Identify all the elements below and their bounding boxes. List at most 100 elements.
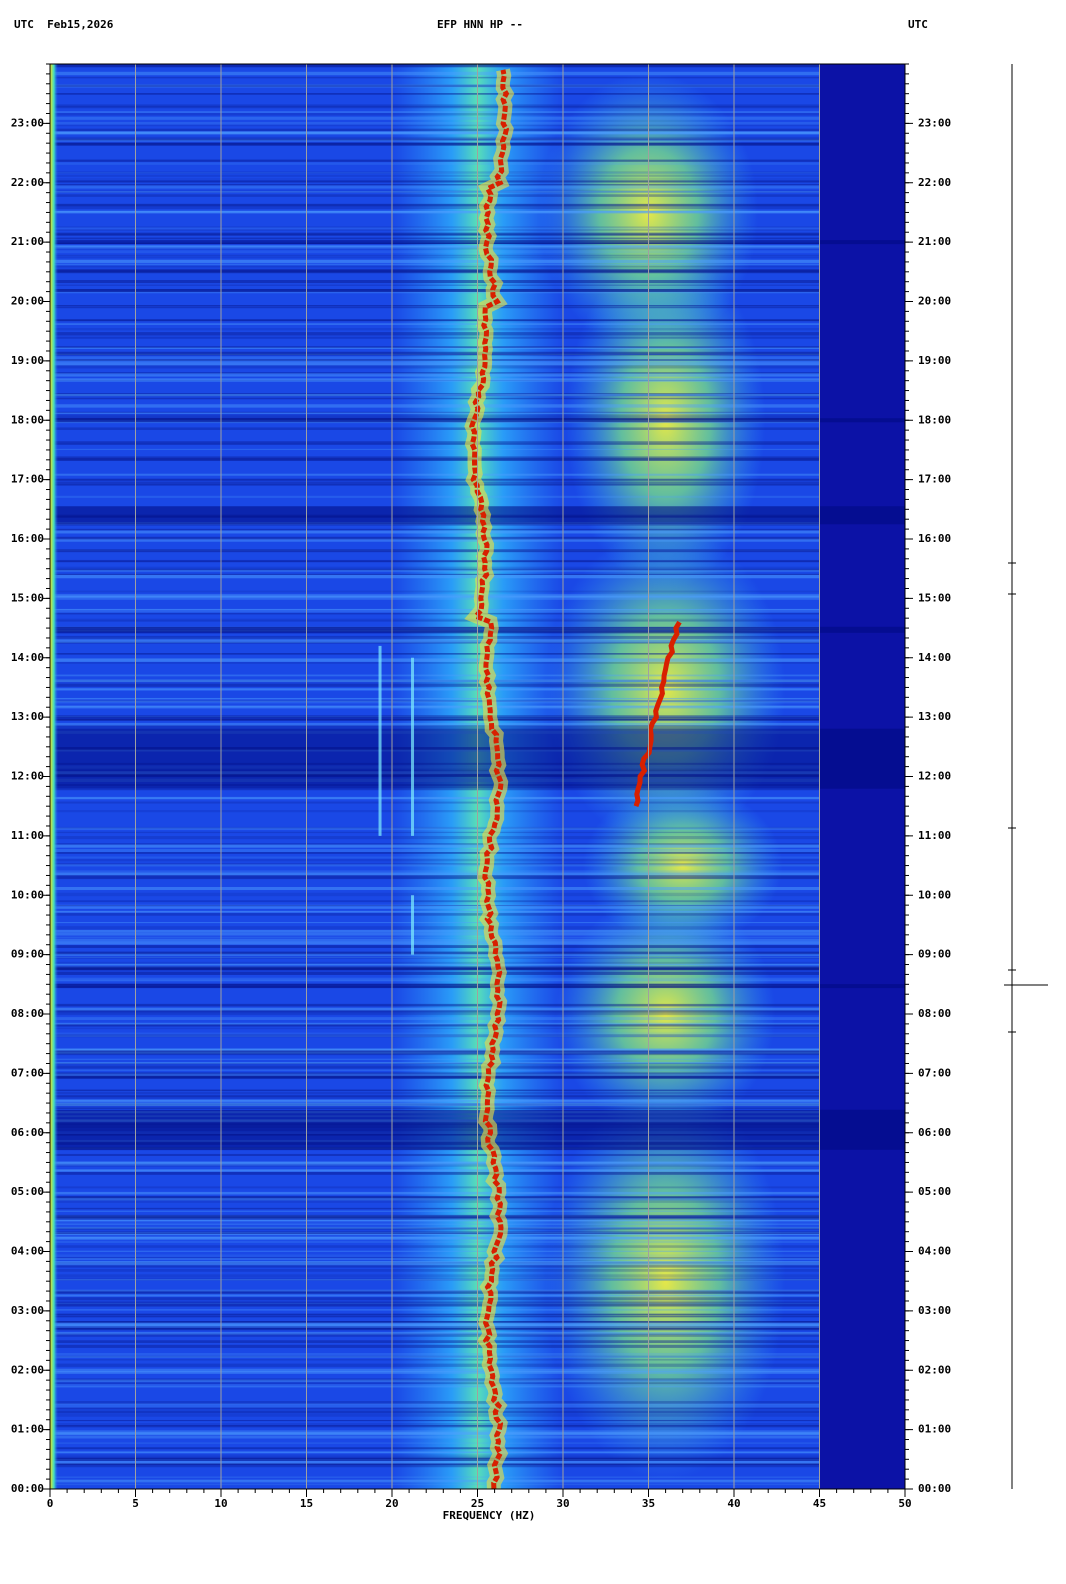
noise-stripe bbox=[50, 618, 820, 621]
noise-stripe bbox=[50, 1196, 820, 1198]
noise-stripe bbox=[50, 1404, 820, 1408]
y-tick-label: 08:00 bbox=[11, 1007, 44, 1020]
noise-stripe bbox=[50, 597, 820, 600]
noise-stripe bbox=[50, 843, 820, 846]
noise-stripe bbox=[50, 1424, 820, 1428]
noise-stripe bbox=[50, 187, 820, 189]
noise-stripe bbox=[50, 1378, 820, 1382]
noise-stripe bbox=[50, 1402, 820, 1405]
noise-stripe bbox=[50, 539, 820, 542]
noise-stripe bbox=[50, 1073, 820, 1077]
noise-stripe bbox=[50, 700, 820, 702]
y-tick-label: 22:00 bbox=[11, 176, 44, 189]
noise-stripe bbox=[50, 568, 820, 571]
x-tick-label: 40 bbox=[727, 1497, 740, 1510]
noise-stripe bbox=[50, 875, 820, 879]
noise-stripe bbox=[50, 1483, 820, 1486]
noise-stripe bbox=[50, 174, 820, 177]
noise-stripe bbox=[50, 956, 820, 959]
noise-stripe bbox=[50, 574, 820, 579]
y-tick-label: 05:00 bbox=[11, 1185, 44, 1198]
noise-stripe bbox=[50, 421, 820, 424]
noise-stripe bbox=[50, 1463, 820, 1465]
noise-stripe bbox=[50, 1003, 820, 1006]
noise-stripe bbox=[50, 1169, 820, 1171]
noise-stripe bbox=[50, 456, 820, 460]
noise-stripe bbox=[50, 142, 820, 144]
noise-stripe bbox=[50, 1032, 820, 1036]
y-tick-label: 14:00 bbox=[918, 651, 951, 664]
noise-stripe bbox=[50, 1290, 820, 1294]
noise-stripe bbox=[50, 1191, 820, 1195]
noise-stripe bbox=[50, 291, 820, 294]
noise-stripe bbox=[50, 1384, 820, 1386]
noise-stripe bbox=[50, 71, 820, 76]
noise-stripe bbox=[50, 1219, 820, 1221]
noise-stripe bbox=[50, 1352, 820, 1356]
noise-stripe bbox=[50, 1035, 820, 1037]
noise-stripe bbox=[50, 718, 820, 721]
noise-stripe bbox=[50, 1010, 820, 1015]
energy-cloud bbox=[545, 1081, 786, 1482]
y-tick-label: 23:00 bbox=[918, 116, 951, 129]
noise-stripe bbox=[50, 1076, 820, 1078]
noise-stripe bbox=[50, 796, 820, 800]
noise-stripe bbox=[50, 1385, 820, 1387]
noise-stripe bbox=[50, 184, 820, 186]
noise-stripe bbox=[50, 836, 820, 840]
noise-stripe bbox=[50, 963, 820, 966]
noise-stripe bbox=[50, 1199, 820, 1203]
noise-stripe bbox=[50, 523, 820, 526]
noise-stripe bbox=[50, 1332, 820, 1335]
noise-stripe bbox=[50, 705, 820, 708]
noise-stripe bbox=[50, 1257, 820, 1260]
noise-stripe bbox=[50, 1069, 820, 1071]
noise-stripe bbox=[50, 852, 820, 854]
noise-stripe bbox=[50, 1370, 820, 1374]
noise-stripe bbox=[50, 1260, 820, 1264]
noise-stripe bbox=[50, 1075, 820, 1079]
noise-stripe bbox=[50, 1062, 820, 1065]
noise-stripe bbox=[50, 1279, 820, 1281]
y-tick-label: 19:00 bbox=[11, 354, 44, 367]
noise-stripe bbox=[50, 1197, 820, 1201]
noise-stripe bbox=[50, 945, 820, 948]
noise-stripe bbox=[50, 1163, 820, 1167]
noise-stripe bbox=[50, 1431, 820, 1435]
noise-stripe bbox=[50, 159, 820, 162]
y-tick-label: 02:00 bbox=[11, 1363, 44, 1376]
noise-stripe bbox=[50, 1382, 820, 1385]
noise-stripe bbox=[50, 797, 820, 799]
noise-stripe bbox=[50, 397, 820, 400]
noise-stripe bbox=[50, 610, 820, 613]
noise-stripe bbox=[50, 346, 820, 348]
noise-stripe bbox=[50, 1261, 820, 1265]
noise-stripe bbox=[50, 1379, 820, 1383]
noise-stripe bbox=[50, 136, 820, 140]
noise-stripe bbox=[50, 1363, 820, 1367]
noise-stripe bbox=[50, 1442, 820, 1445]
noise-stripe bbox=[50, 1359, 820, 1361]
plot-frame bbox=[49, 63, 906, 1490]
noise-stripe bbox=[50, 1051, 820, 1056]
y-tick-label: 20:00 bbox=[11, 295, 44, 308]
noise-stripe bbox=[50, 827, 820, 830]
noise-stripe bbox=[50, 210, 820, 213]
noise-stripe bbox=[50, 1049, 820, 1053]
noise-stripe bbox=[50, 1216, 820, 1220]
noise-stripe bbox=[50, 111, 820, 113]
noise-stripe bbox=[50, 172, 820, 174]
x-tick-label: 50 bbox=[898, 1497, 911, 1510]
noise-stripe bbox=[50, 159, 820, 162]
noise-stripe bbox=[50, 719, 820, 722]
y-tick-label: 19:00 bbox=[918, 354, 951, 367]
noise-stripe bbox=[50, 1476, 820, 1479]
noise-stripe bbox=[50, 560, 820, 563]
noise-stripe bbox=[50, 1049, 820, 1051]
noise-stripe bbox=[50, 642, 820, 644]
noise-stripe bbox=[50, 458, 820, 461]
noise-stripe bbox=[50, 128, 820, 132]
noise-stripe bbox=[50, 536, 820, 540]
noise-stripe bbox=[50, 700, 820, 702]
